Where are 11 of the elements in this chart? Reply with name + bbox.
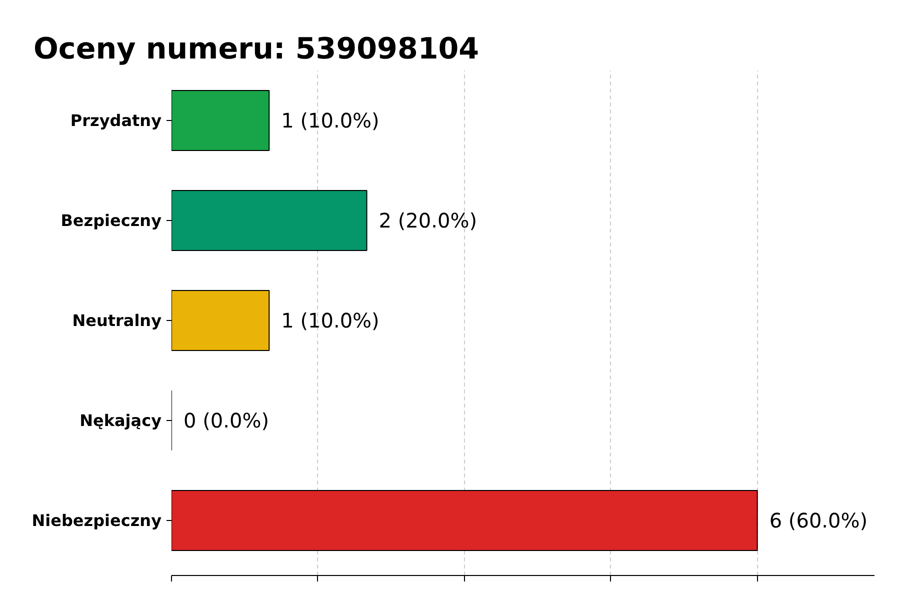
y-tick-label: Przydatny xyxy=(70,111,162,130)
data-label: 0 (0.0%) xyxy=(184,408,269,432)
y-tick-label: Niebezpieczny xyxy=(32,511,162,530)
data-label: 1 (10.0%) xyxy=(281,108,380,132)
data-label: 2 (20.0%) xyxy=(378,208,478,232)
y-tick-label: Bezpieczny xyxy=(60,211,162,230)
y-tick-label: Neutralny xyxy=(72,311,162,330)
data-label: 1 (10.0%) xyxy=(281,308,380,332)
data-label: 6 (60.0%) xyxy=(769,508,868,532)
y-tick-label: Nękający xyxy=(80,411,162,430)
chart-title: Oceny numeru: 539098104 xyxy=(34,32,480,66)
